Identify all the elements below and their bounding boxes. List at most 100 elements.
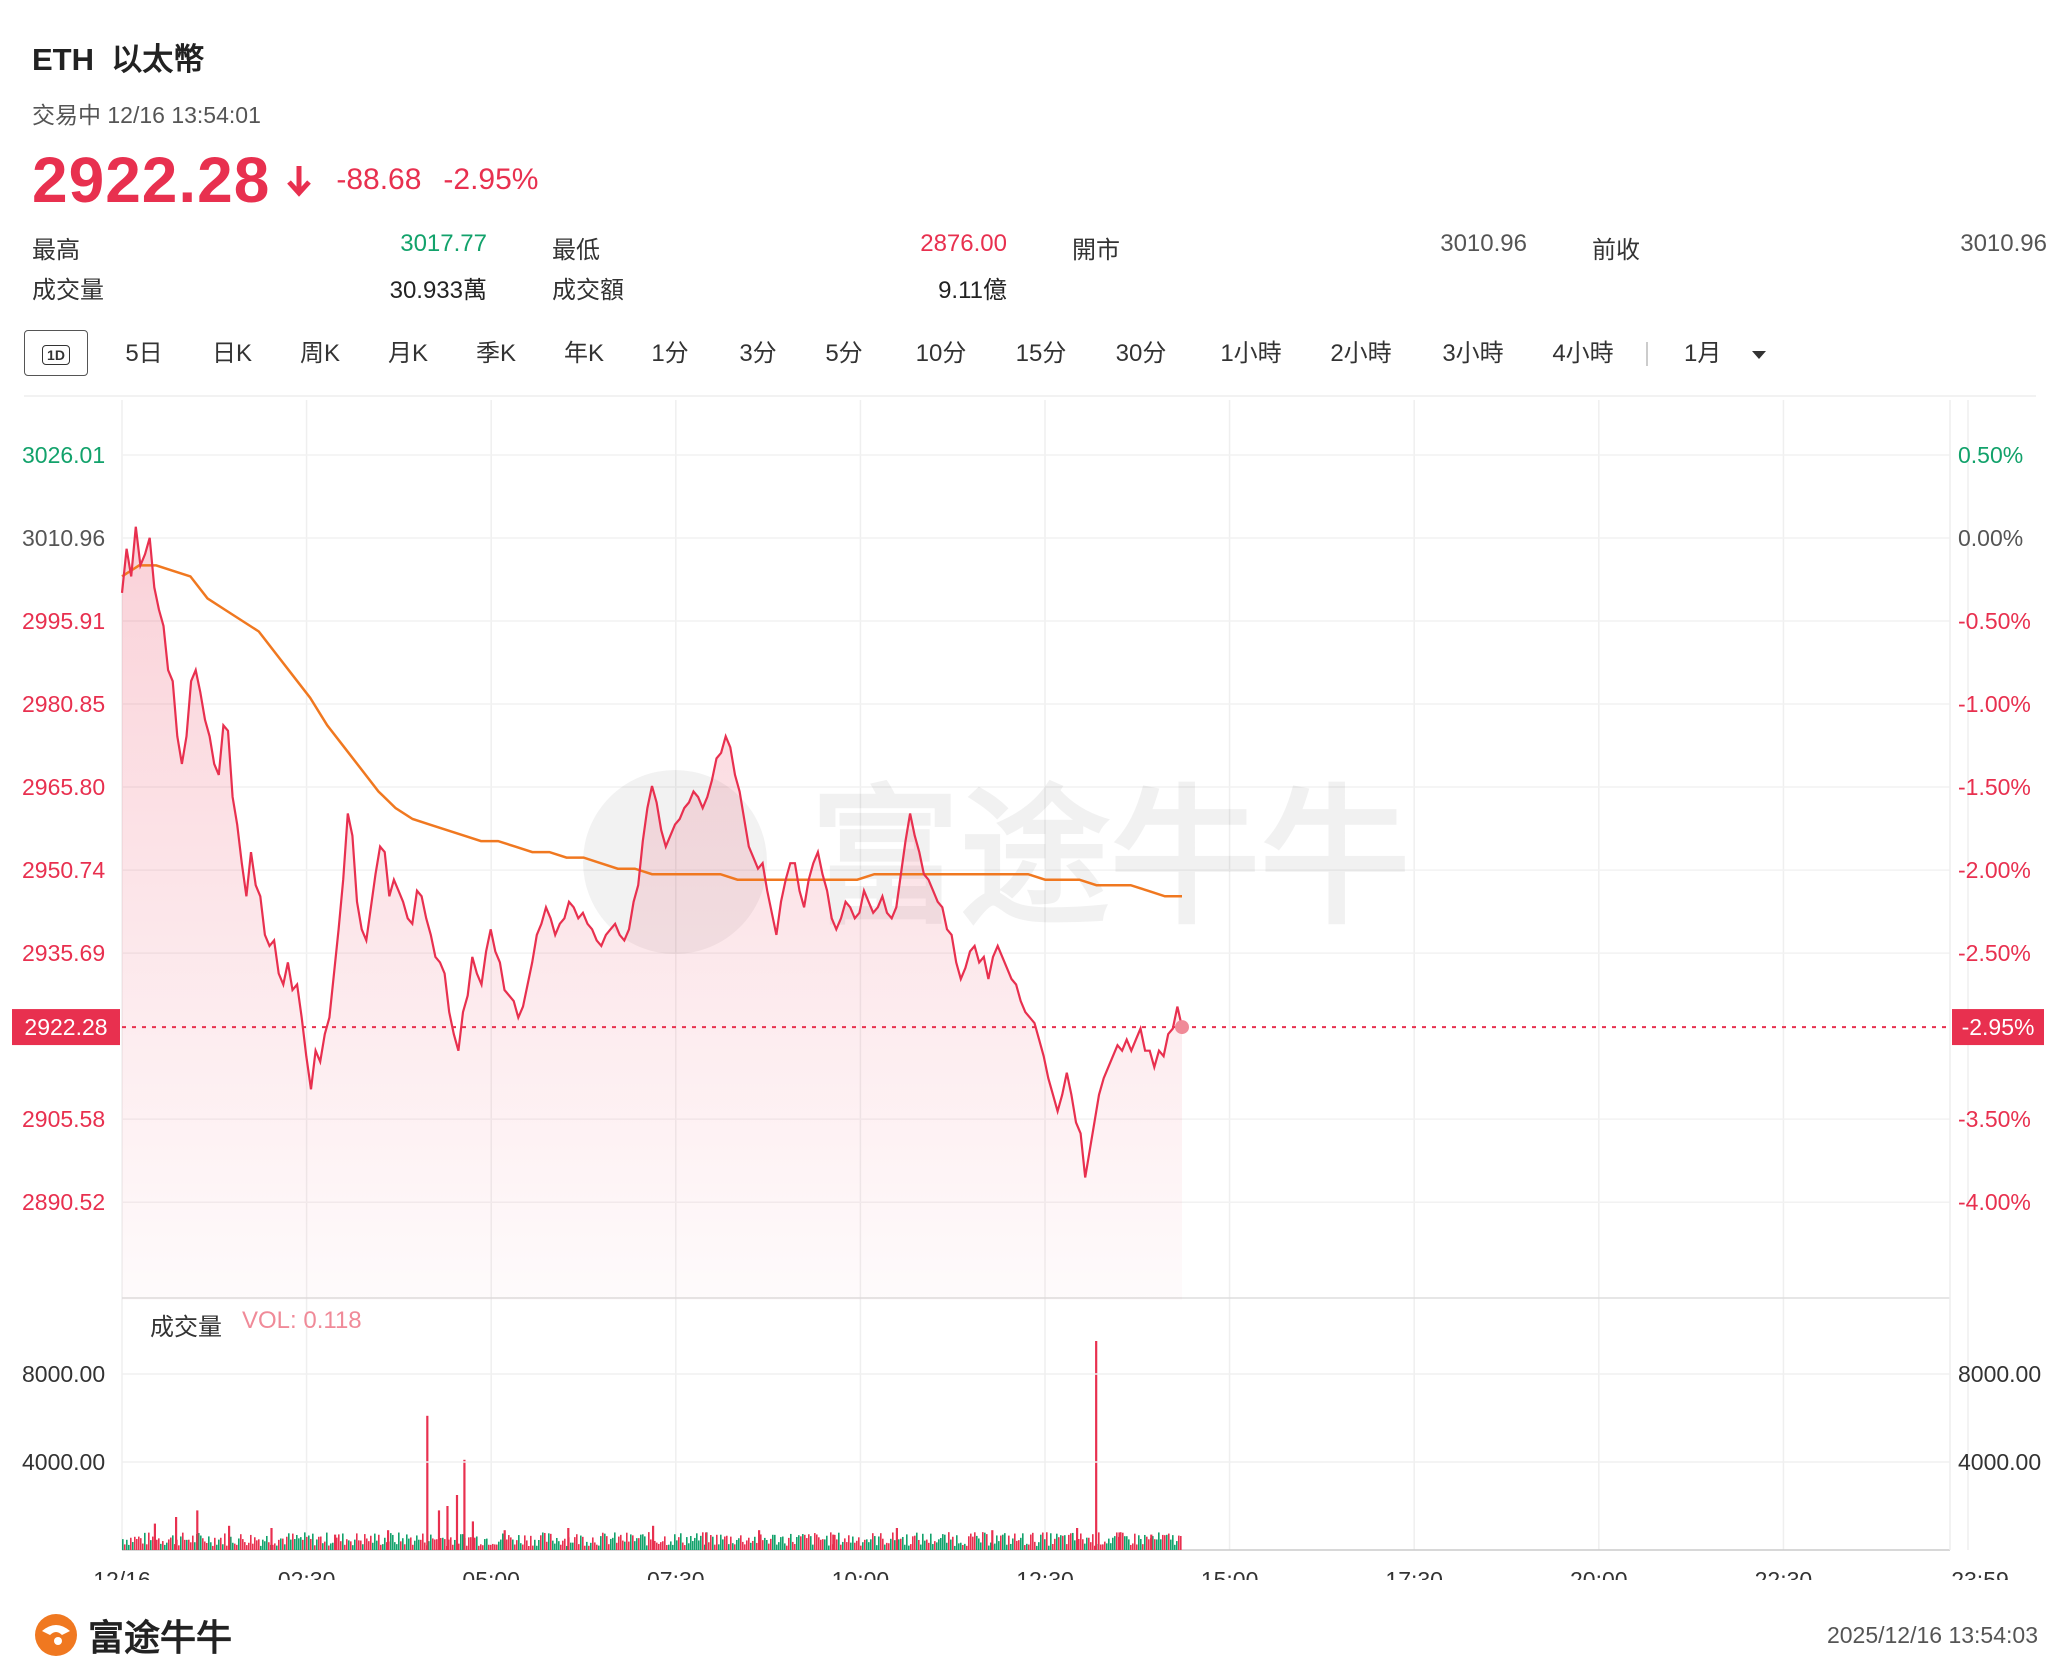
volume-bar bbox=[508, 1535, 510, 1550]
volume-bar bbox=[1148, 1539, 1150, 1550]
tab-2hour[interactable]: 2小時 bbox=[1330, 340, 1392, 367]
volume-bar bbox=[726, 1535, 728, 1550]
volume-bar bbox=[870, 1539, 872, 1550]
volume-bar bbox=[1082, 1539, 1084, 1550]
tab-yearly[interactable]: 年K bbox=[563, 340, 604, 367]
pct-tick: -2.50% bbox=[1958, 940, 2031, 966]
tab-15min[interactable]: 15分 bbox=[1015, 340, 1067, 367]
volume-spike bbox=[991, 1530, 994, 1550]
volume-bar bbox=[674, 1534, 676, 1550]
volume-bar bbox=[344, 1544, 346, 1550]
volume-bar bbox=[582, 1536, 584, 1550]
volume-spike bbox=[1118, 1532, 1121, 1550]
volume-bar bbox=[416, 1535, 418, 1550]
volume-bar bbox=[522, 1544, 524, 1550]
volume-bar bbox=[402, 1538, 404, 1550]
volume-bar bbox=[412, 1544, 414, 1550]
volume-bar bbox=[974, 1532, 976, 1550]
tab-daily[interactable]: 日K bbox=[211, 340, 252, 367]
tab-1min[interactable]: 1分 bbox=[651, 340, 689, 367]
tab-dropdown[interactable]: 1月 bbox=[1684, 330, 1794, 378]
volume-bar bbox=[124, 1544, 126, 1550]
volume-bar bbox=[500, 1539, 502, 1550]
volume-bar bbox=[1070, 1533, 1072, 1550]
volume-bar bbox=[556, 1537, 558, 1550]
price-change-pct: -2.95% bbox=[443, 163, 539, 196]
volume-bar bbox=[646, 1545, 648, 1550]
volume-bar bbox=[612, 1537, 614, 1550]
volume-bar bbox=[960, 1542, 962, 1550]
stat-volume-label: 成交量 bbox=[32, 277, 104, 304]
volume-bar bbox=[272, 1544, 274, 1550]
volume-bar bbox=[1100, 1544, 1102, 1550]
stat-prevclose-label: 前收 bbox=[1592, 237, 1640, 264]
volume-bar bbox=[902, 1536, 904, 1550]
tab-monthly[interactable]: 月K bbox=[387, 340, 428, 367]
tab-3min[interactable]: 3分 bbox=[739, 340, 777, 367]
volume-bar bbox=[276, 1545, 278, 1550]
volume-bar bbox=[946, 1542, 948, 1550]
volume-bar bbox=[722, 1539, 724, 1550]
price-tick: 2935.69 bbox=[22, 940, 105, 966]
volume-bar bbox=[598, 1545, 600, 1550]
tab-4hour[interactable]: 4小時 bbox=[1552, 340, 1614, 367]
tab-1d[interactable]: 1D bbox=[24, 330, 88, 376]
volume-bar bbox=[920, 1544, 922, 1550]
volume-bar bbox=[338, 1534, 340, 1550]
time-tick: 23:59 bbox=[1951, 1567, 2009, 1580]
tab-1hour[interactable]: 1小時 bbox=[1220, 340, 1282, 367]
tab-quarterly[interactable]: 季K bbox=[475, 340, 516, 367]
volume-bar bbox=[626, 1532, 628, 1550]
volume-spike bbox=[153, 1523, 156, 1550]
volume-bar bbox=[1054, 1538, 1056, 1550]
volume-bar bbox=[650, 1539, 652, 1550]
symbol-name: 以太幣 bbox=[111, 42, 205, 77]
volume-bar bbox=[914, 1535, 916, 1550]
tab-3hour[interactable]: 3小時 bbox=[1442, 340, 1504, 367]
volume-bar bbox=[1130, 1544, 1132, 1550]
stat-low-label: 最低 bbox=[552, 237, 600, 264]
volume-bar bbox=[398, 1532, 400, 1550]
stat-low-value: 2876.00 bbox=[920, 230, 1007, 257]
volume-bar bbox=[1000, 1535, 1002, 1550]
volume-bar bbox=[708, 1542, 710, 1550]
volume-axis: 8000.00 8000.00 4000.00 4000.00 bbox=[22, 1361, 2041, 1475]
volume-bar bbox=[348, 1540, 350, 1550]
volume-spike bbox=[567, 1528, 570, 1550]
volume-bar bbox=[826, 1535, 828, 1550]
volume-bar bbox=[818, 1537, 820, 1550]
volume-bar bbox=[178, 1545, 180, 1550]
volume-bar bbox=[1102, 1544, 1104, 1550]
time-tick: 02:30 bbox=[278, 1567, 336, 1580]
volume-bar bbox=[1090, 1542, 1092, 1550]
volume-bar bbox=[592, 1537, 594, 1550]
pct-axis: 0.50% 0.00% -0.50% -1.00% -1.50% -2.00% -2.50%… bbox=[1958, 442, 2031, 1215]
volume-bar bbox=[868, 1542, 870, 1550]
volume-bar bbox=[770, 1538, 772, 1550]
tab-5min[interactable]: 5分 bbox=[825, 340, 863, 367]
volume-bar bbox=[380, 1544, 382, 1550]
volume-bar bbox=[488, 1544, 490, 1550]
tab-30min[interactable]: 30分 bbox=[1115, 340, 1167, 367]
volume-bar bbox=[996, 1535, 998, 1550]
tab-5d[interactable]: 5日 bbox=[125, 340, 163, 367]
volume-bar bbox=[984, 1532, 986, 1550]
tab-10min[interactable]: 10分 bbox=[915, 340, 967, 367]
volume-bar bbox=[794, 1544, 796, 1550]
volume-bar bbox=[280, 1538, 282, 1550]
volume-bar bbox=[604, 1533, 606, 1550]
volume-bar bbox=[430, 1534, 432, 1550]
volume-bar bbox=[680, 1533, 682, 1550]
volume-bar bbox=[884, 1544, 886, 1550]
volume-bar bbox=[410, 1537, 412, 1550]
volume-bar bbox=[146, 1544, 148, 1550]
volume-bar bbox=[658, 1543, 660, 1550]
volume-bar bbox=[1040, 1534, 1042, 1550]
volume-bar bbox=[474, 1537, 476, 1550]
volume-bar bbox=[1056, 1533, 1058, 1550]
volume-bar bbox=[564, 1538, 566, 1550]
volume-bar bbox=[454, 1539, 456, 1550]
volume-bar bbox=[376, 1540, 378, 1550]
volume-bar bbox=[496, 1544, 498, 1550]
tab-weekly[interactable]: 周K bbox=[299, 340, 340, 367]
